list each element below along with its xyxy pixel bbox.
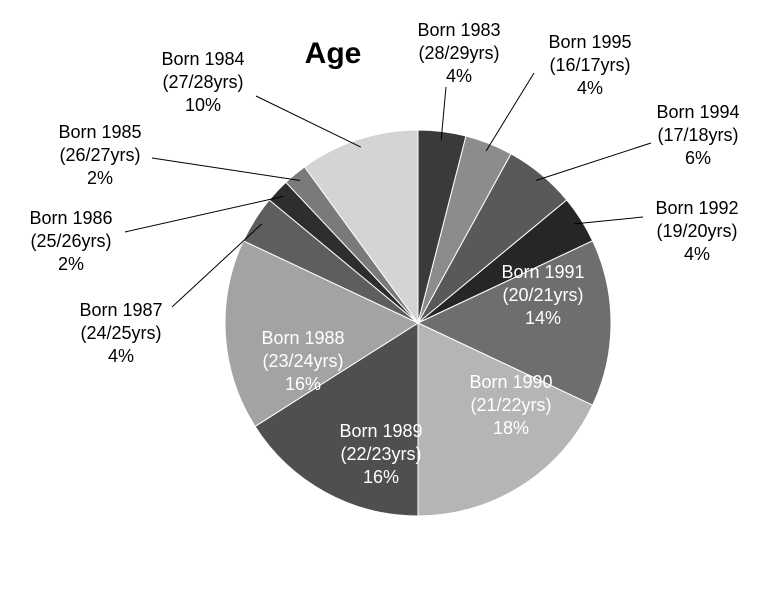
slice-label: Born 1987 (24/25yrs) 4%: [79, 300, 162, 366]
slice-label: Born 1989 (22/23yrs) 16%: [339, 421, 422, 487]
slice-label: Born 1990 (21/22yrs) 18%: [469, 372, 552, 438]
leader-line: [440, 86, 447, 140]
leader-line: [124, 195, 284, 233]
slice-label: Born 1991 (20/21yrs) 14%: [501, 262, 584, 328]
leader-line: [171, 223, 263, 308]
slice-label: Born 1985 (26/27yrs) 2%: [58, 122, 141, 188]
slice-label: Born 1994 (17/18yrs) 6%: [656, 102, 739, 168]
pie-slices: [224, 129, 612, 517]
chart-title: Age: [305, 37, 362, 70]
slice-label: Born 1983 (28/29yrs) 4%: [417, 20, 500, 86]
leader-line: [574, 216, 644, 225]
slice-label: Born 1984 (27/28yrs) 10%: [161, 49, 244, 115]
leader-line: [255, 95, 362, 148]
slice-label: Born 1995 (16/17yrs) 4%: [548, 32, 631, 98]
slice-label: Born 1986 (25/26yrs) 2%: [29, 208, 112, 274]
leader-lines: [124, 72, 652, 308]
pie-slice-born-1989: [254, 322, 419, 517]
leader-line: [535, 142, 652, 181]
slice-labels: Born 1983 (28/29yrs) 4% Born 1995 (16/17yrs)…: [29, 20, 739, 487]
slice-label: Born 1988 (23/24yrs) 16%: [261, 328, 344, 394]
pie-slice-born-1991: [416, 240, 612, 406]
leader-line: [485, 72, 535, 152]
pie-slice-born-1990: [417, 322, 594, 517]
pie-slice-born-1984: [303, 129, 419, 325]
slice-label: Born 1992 (19/20yrs) 4%: [655, 198, 738, 264]
pie-slice-born-1988: [224, 240, 420, 428]
leader-line: [151, 157, 301, 181]
